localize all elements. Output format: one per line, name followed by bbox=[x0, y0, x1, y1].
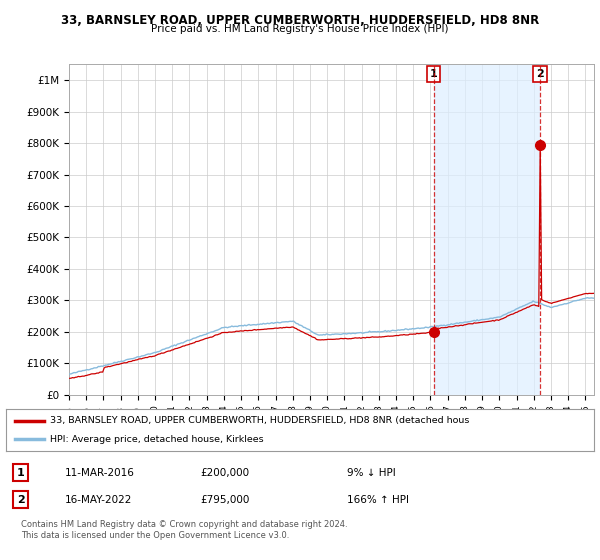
Text: 166% ↑ HPI: 166% ↑ HPI bbox=[347, 494, 409, 505]
Text: 1: 1 bbox=[17, 468, 25, 478]
Text: Price paid vs. HM Land Registry's House Price Index (HPI): Price paid vs. HM Land Registry's House … bbox=[151, 24, 449, 34]
Text: 11-MAR-2016: 11-MAR-2016 bbox=[65, 468, 134, 478]
Text: 16-MAY-2022: 16-MAY-2022 bbox=[65, 494, 132, 505]
Text: 1: 1 bbox=[430, 69, 437, 79]
Text: HPI: Average price, detached house, Kirklees: HPI: Average price, detached house, Kirk… bbox=[50, 435, 264, 444]
Text: £795,000: £795,000 bbox=[200, 494, 250, 505]
Bar bbox=[434, 64, 540, 395]
Text: 9% ↓ HPI: 9% ↓ HPI bbox=[347, 468, 396, 478]
Text: 2: 2 bbox=[536, 69, 544, 79]
Text: 2: 2 bbox=[17, 494, 25, 505]
Text: 33, BARNSLEY ROAD, UPPER CUMBERWORTH, HUDDERSFIELD, HD8 8NR (detached hous: 33, BARNSLEY ROAD, UPPER CUMBERWORTH, HU… bbox=[50, 416, 469, 425]
Text: 33, BARNSLEY ROAD, UPPER CUMBERWORTH, HUDDERSFIELD, HD8 8NR: 33, BARNSLEY ROAD, UPPER CUMBERWORTH, HU… bbox=[61, 14, 539, 27]
Text: £200,000: £200,000 bbox=[200, 468, 249, 478]
Text: Contains HM Land Registry data © Crown copyright and database right 2024.
This d: Contains HM Land Registry data © Crown c… bbox=[21, 520, 347, 540]
